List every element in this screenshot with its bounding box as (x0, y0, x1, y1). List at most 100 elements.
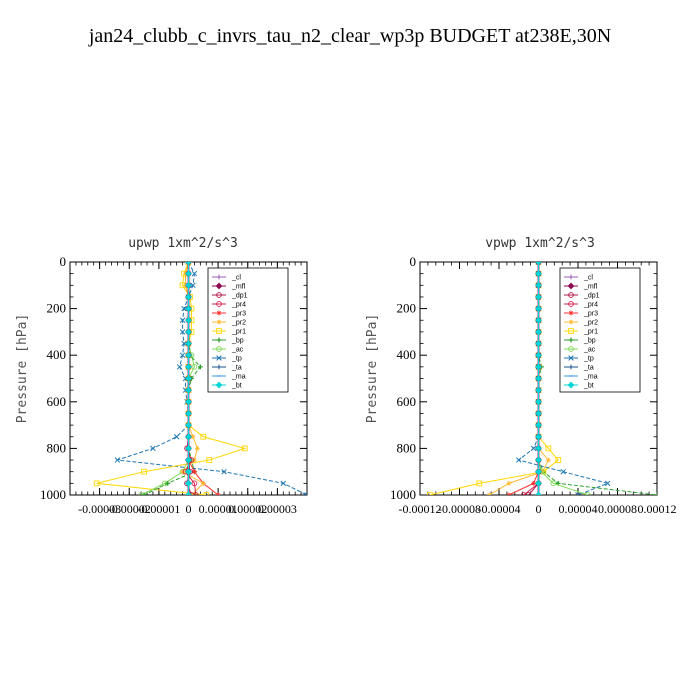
legend-marker (568, 310, 574, 316)
data-point-dp1 (525, 492, 532, 495)
y-tick-label: 1000 (390, 487, 416, 502)
data-point-pr2 (200, 480, 206, 486)
legend-label: _pr3 (231, 311, 246, 318)
y-tick-label: 200 (47, 301, 67, 316)
data-point-pr1 (141, 468, 147, 475)
legend-label: _dp1 (583, 293, 600, 300)
data-point-pr1 (241, 445, 248, 452)
legend-marker (568, 346, 574, 352)
data-point-pr2 (506, 480, 512, 486)
x-tick-label: -0.00002 (108, 502, 151, 516)
y-axis-label: Pressure [hPa] (365, 314, 380, 424)
data-point-pr1 (206, 457, 213, 463)
data-point-bt (535, 433, 542, 441)
legend-label: _pr2 (583, 320, 598, 327)
legend-marker (568, 301, 574, 307)
legend-marker (216, 346, 222, 352)
y-axis-label: Pressure [hPa] (15, 314, 30, 424)
data-point-bt (185, 340, 192, 347)
data-point-tp (191, 270, 198, 277)
data-point-bt (535, 293, 542, 301)
series-group (427, 262, 657, 495)
data-point-bt (535, 340, 542, 347)
legend-label: _ma (231, 374, 246, 381)
data-point-pr1 (545, 445, 552, 452)
y-tick-label: 600 (397, 394, 417, 409)
legend-label: _pr3 (583, 311, 598, 318)
data-point-tp (604, 480, 611, 487)
data-point-bt (535, 262, 542, 266)
legend-marker (567, 381, 575, 389)
legend: _cl _mfl _dp1 _pr4 _pr3 _pr2 _pr1 _bp _ac _tp _ta _… (207, 267, 289, 393)
panel-title: upwp 1xm^2/s^3 (128, 236, 238, 251)
legend-label: _cl (231, 275, 241, 282)
data-point-bt (185, 410, 192, 417)
data-point-pr1 (93, 480, 100, 487)
legend-label: _tp (583, 356, 594, 363)
legend-label: _pr1 (583, 329, 598, 336)
data-point-bt (535, 328, 542, 336)
data-point-bp (165, 480, 171, 486)
data-point-pr4 (520, 492, 527, 495)
data-point-bt (185, 270, 192, 278)
data-point-bt (185, 316, 192, 324)
legend-marker (216, 319, 222, 325)
legend-label: _tp (231, 356, 242, 363)
x-tick-label: -0.00001 (137, 502, 180, 516)
x-tick-label: 0.00004 (559, 502, 598, 516)
x-tick-label: 0.00002 (228, 502, 267, 516)
data-point-bt (185, 468, 192, 476)
legend-label: _ma (583, 374, 598, 381)
legend-marker (568, 328, 574, 334)
legend-marker (568, 337, 574, 343)
legend-marker (215, 282, 223, 290)
data-point-bt (185, 386, 192, 394)
data-point-pr2 (540, 469, 545, 475)
legend-label: _pr2 (231, 320, 246, 327)
data-point-tp (173, 433, 180, 440)
y-tick-label: 800 (47, 440, 67, 455)
legend-label: _cl (583, 275, 593, 282)
data-point-dp1 (188, 492, 195, 495)
data-point-pr2 (194, 446, 200, 451)
legend-label: _ta (231, 365, 242, 372)
legend-label: _bp (583, 338, 596, 345)
data-point-ac (191, 364, 198, 370)
data-point-pr3 (531, 480, 536, 486)
data-point-bt (535, 479, 542, 487)
legend-marker (216, 301, 222, 307)
x-tick-label: -0.00003 (78, 502, 121, 516)
data-point-pr2 (190, 434, 196, 440)
legend-marker (216, 364, 222, 370)
y-tick-label: 0 (410, 254, 417, 269)
y-tick-label: 800 (397, 440, 417, 455)
x-tick-label: -0.00012 (399, 502, 442, 516)
data-point-pr2 (180, 469, 185, 475)
figure-title: jan24_clubb_c_invrs_tau_n2_clear_wp3p BU… (88, 25, 611, 47)
data-point-bt (185, 262, 192, 266)
legend-marker (567, 282, 575, 290)
legend-label: _bp (231, 338, 244, 345)
y-tick-label: 400 (47, 347, 67, 362)
data-point-tp (179, 317, 186, 324)
panel-vpwp: vpwp 1xm^2/s^3 Pressure [hPa] 0 200 400 600 80… (365, 236, 677, 516)
x-tick-label: 0.00012 (638, 502, 677, 516)
data-point-bt (185, 328, 192, 336)
data-point-ac (138, 492, 144, 495)
legend-marker (568, 355, 574, 361)
x-tick-label: 0.00001 (199, 502, 238, 516)
y-tick-label: 600 (47, 394, 67, 409)
data-point-pr4 (191, 480, 198, 487)
data-point-bt (185, 281, 192, 289)
series-group (93, 262, 307, 495)
legend-marker (216, 328, 222, 334)
data-point-tp (280, 480, 287, 487)
data-point-bt (535, 421, 542, 429)
data-point-bt (535, 375, 542, 382)
data-point-tp (515, 457, 522, 463)
data-point-bt (535, 456, 542, 464)
data-point-tp (530, 445, 537, 452)
legend-label: _mfl (231, 284, 246, 291)
legend-marker (216, 274, 222, 280)
